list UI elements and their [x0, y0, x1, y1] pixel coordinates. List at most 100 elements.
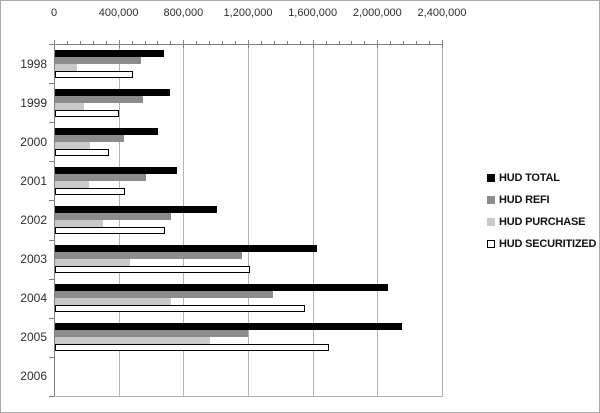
legend: HUD TOTAL HUD REFI HUD PURCHASE HUD SECU…	[487, 167, 596, 255]
x-tick-label: 800,000	[163, 7, 204, 19]
gridline	[312, 45, 314, 396]
bar-hud-securitized	[55, 305, 305, 313]
x-tick-label: 400,000	[98, 7, 139, 19]
x-minor-tick	[260, 41, 262, 44]
bar-hud-total	[55, 88, 170, 96]
bar-hud-total	[55, 284, 388, 292]
legend-swatch-hud-total	[487, 174, 495, 182]
bar-hud-total	[55, 166, 177, 174]
year-label: 2006	[20, 369, 47, 384]
x-minor-tick	[364, 41, 366, 44]
x-minor-tick	[299, 41, 301, 44]
year-label: 2001	[20, 173, 47, 188]
x-major-tick	[248, 40, 249, 48]
x-minor-tick	[273, 41, 275, 44]
year-label: 2000	[20, 134, 47, 149]
bar-hud-securitized	[55, 148, 109, 156]
gridline	[377, 45, 379, 396]
legend-item-hud-refi: HUD REFI	[487, 189, 596, 211]
x-minor-tick	[196, 41, 198, 44]
x-major-tick	[442, 40, 443, 48]
x-minor-tick	[105, 41, 107, 44]
bar-hud-refi	[55, 213, 171, 220]
gridline	[118, 45, 120, 396]
legend-label-hud-refi: HUD REFI	[499, 194, 550, 206]
x-major-tick	[54, 40, 55, 48]
x-minor-tick	[66, 41, 68, 44]
year-label: 2005	[20, 330, 47, 345]
bar-hud-securitized	[55, 109, 119, 117]
year-label: 2003	[20, 252, 47, 267]
legend-swatch-hud-securitized	[487, 240, 495, 248]
x-minor-tick	[403, 41, 405, 44]
bar-hud-securitized	[55, 344, 329, 352]
bar-hud-purchase	[55, 220, 103, 227]
bar-hud-refi	[55, 173, 146, 181]
bar-hud-purchase	[55, 63, 77, 71]
x-minor-tick	[351, 41, 353, 44]
x-minor-tick	[429, 41, 431, 44]
x-minor-tick	[235, 41, 237, 44]
x-minor-tick	[170, 41, 172, 44]
x-major-tick	[312, 40, 314, 48]
year-label: 2002	[20, 213, 47, 227]
bar-hud-refi	[55, 95, 143, 103]
x-tick-label: 2,400,000	[417, 7, 467, 19]
gridline	[183, 45, 185, 396]
x-major-tick	[118, 40, 120, 48]
legend-item-hud-total: HUD TOTAL	[487, 167, 596, 189]
y-category-tick	[49, 200, 54, 202]
legend-item-hud-purchase: HUD PURCHASE	[487, 211, 596, 233]
bar-hud-refi	[55, 330, 248, 338]
x-minor-tick	[338, 41, 340, 44]
x-major-tick	[377, 40, 379, 48]
bar-hud-purchase	[55, 259, 130, 267]
x-tick-label: 0	[50, 7, 58, 19]
bar-hud-purchase	[55, 141, 90, 149]
x-tick-label: 2,000,000	[352, 7, 402, 19]
x-minor-tick	[325, 41, 327, 44]
y-category-tick	[49, 83, 54, 85]
legend-label-hud-total: HUD TOTAL	[499, 172, 560, 184]
bar-hud-securitized	[55, 266, 250, 274]
year-label: 1998	[20, 56, 47, 71]
bar-hud-total	[55, 49, 164, 57]
bar-hud-securitized	[55, 70, 133, 78]
x-minor-tick	[416, 41, 418, 44]
legend-label-hud-securitized: HUD SECURITIZED	[499, 238, 597, 250]
bar-hud-refi	[55, 291, 273, 299]
year-label: 1999	[20, 95, 47, 110]
bar-hud-total	[55, 206, 217, 213]
legend-label-hud-purchase: HUD PURCHASE	[499, 216, 586, 228]
x-minor-tick	[209, 41, 211, 44]
x-minor-tick	[157, 41, 159, 44]
y-category-tick	[49, 396, 54, 397]
y-category-tick	[49, 122, 54, 124]
gridline	[442, 45, 443, 396]
bar-hud-total	[55, 323, 402, 331]
x-minor-tick	[286, 41, 288, 44]
gridline	[248, 45, 249, 396]
y-category-tick	[49, 317, 54, 319]
x-major-tick	[183, 40, 185, 48]
bar-hud-purchase	[55, 298, 171, 306]
bar-hud-purchase	[55, 180, 89, 188]
y-axis-line	[54, 44, 55, 397]
y-category-tick	[49, 161, 54, 163]
bar-hud-total	[55, 245, 317, 253]
y-category-tick	[49, 239, 54, 241]
y-category-tick	[49, 44, 54, 45]
x-minor-tick	[144, 41, 146, 44]
x-minor-tick	[222, 41, 224, 44]
x-minor-tick	[390, 41, 392, 44]
bar-hud-total	[55, 127, 158, 135]
y-category-tick	[49, 278, 54, 280]
legend-item-hud-securitized: HUD SECURITIZED	[487, 233, 596, 255]
x-minor-tick	[92, 41, 94, 44]
x-tick-label: 1,600,000	[288, 7, 338, 19]
legend-swatch-hud-refi	[487, 196, 495, 204]
bar-hud-securitized	[55, 187, 125, 195]
x-minor-tick	[79, 41, 81, 44]
year-label: 2004	[20, 291, 47, 306]
